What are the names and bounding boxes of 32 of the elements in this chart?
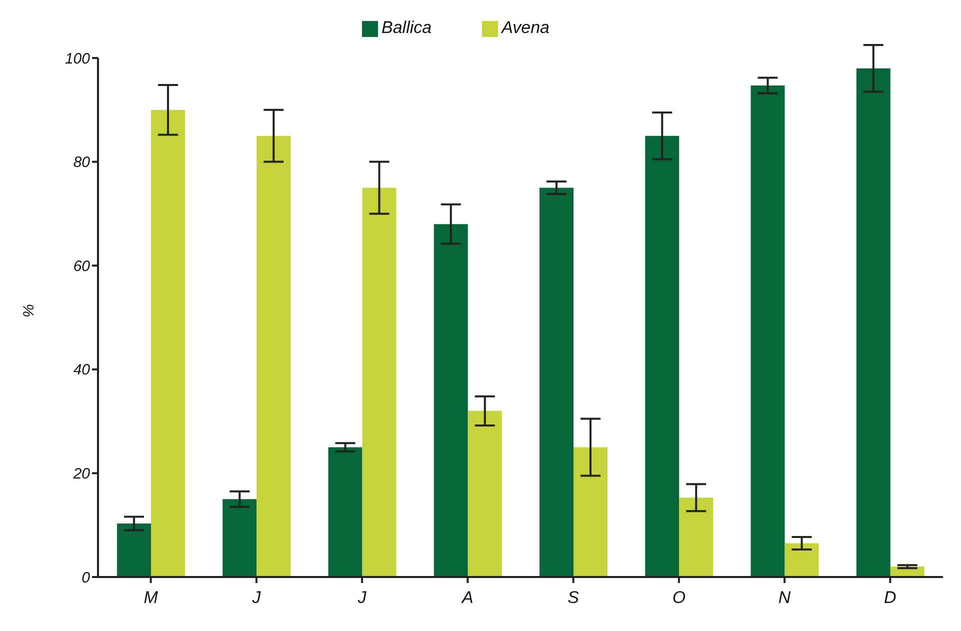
y-tick-label: 20 <box>72 466 91 483</box>
bar <box>784 543 819 577</box>
bar <box>679 498 714 577</box>
bar <box>540 188 574 577</box>
bar <box>256 136 291 577</box>
x-tick-label: M <box>144 588 159 608</box>
x-tick-label: O <box>672 588 686 608</box>
bar <box>222 499 257 577</box>
x-tick-label: N <box>778 588 792 608</box>
bar <box>151 110 186 577</box>
x-tick-label: S <box>568 588 580 608</box>
bar <box>750 86 785 577</box>
bar <box>117 524 152 577</box>
x-tick-label: D <box>884 588 896 608</box>
bar <box>362 188 396 577</box>
bar <box>574 447 608 577</box>
y-tick-label: 0 <box>82 569 91 586</box>
legend-label: Ballica <box>382 18 432 37</box>
legend-label: Avena <box>502 18 550 37</box>
bar <box>468 410 502 577</box>
bar <box>328 447 362 577</box>
y-tick-label: 60 <box>73 258 91 275</box>
x-tick-label: J <box>356 588 367 608</box>
x-tick-label: A <box>461 588 474 608</box>
bar <box>856 68 890 577</box>
y-tick-label: 40 <box>73 362 91 379</box>
y-tick-label: 80 <box>73 154 91 172</box>
y-axis-title: % <box>20 304 38 318</box>
bar <box>645 136 680 577</box>
bar <box>434 224 468 577</box>
y-tick-label: 100 <box>64 50 91 68</box>
x-tick-label: J <box>251 588 262 608</box>
